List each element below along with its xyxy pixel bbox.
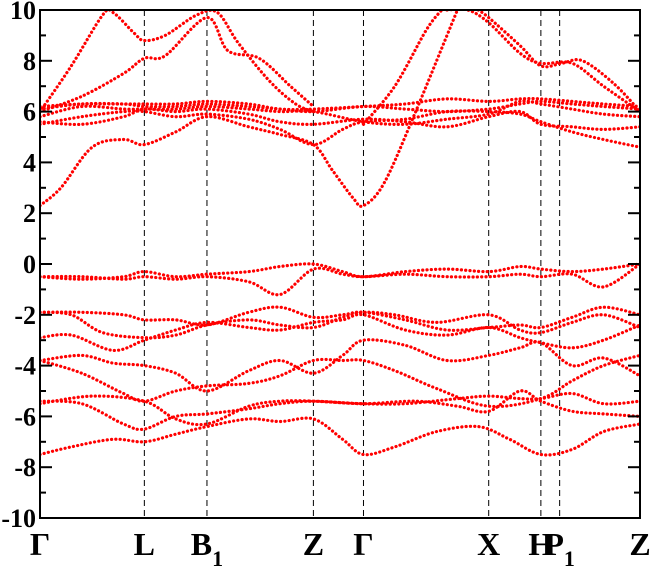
y-tick-label: -4 xyxy=(14,352,36,381)
y-tick-label: -6 xyxy=(14,402,36,431)
plot-frame xyxy=(39,9,641,519)
band-16 xyxy=(40,97,640,112)
band-18 xyxy=(40,16,315,114)
band-21 xyxy=(476,10,640,114)
band-5 xyxy=(40,338,640,393)
y-tick-label: 2 xyxy=(23,199,36,228)
y-tick-label: 4 xyxy=(23,148,36,177)
kpoint-label: B1 xyxy=(191,526,223,570)
kpoint-label: Γ xyxy=(353,526,373,562)
y-tick-label: -2 xyxy=(14,301,36,330)
band-20 xyxy=(445,10,640,114)
band-12 xyxy=(40,109,640,149)
band-14 xyxy=(40,99,640,126)
y-tick-label: -10 xyxy=(1,504,36,533)
y-tick-label: 0 xyxy=(23,250,36,279)
band-lines xyxy=(40,10,640,457)
band-8 xyxy=(40,305,640,332)
plot-border xyxy=(39,9,641,519)
y-tick-label: 8 xyxy=(23,47,36,76)
kpoint-subscript: 1 xyxy=(564,546,575,570)
kpoint-label: P1 xyxy=(544,526,575,570)
band-11 xyxy=(40,10,459,208)
x-axis: Γ L B1 Z Γ X HP1 Z xyxy=(30,526,651,570)
band-19 xyxy=(361,10,444,126)
band-17 xyxy=(40,10,315,114)
band-6 xyxy=(40,312,640,353)
band-1 xyxy=(40,416,640,457)
y-tick-label: -8 xyxy=(14,453,36,482)
high-symmetry-lines xyxy=(143,10,561,518)
band-4 xyxy=(40,353,640,409)
kpoint-label: H xyxy=(528,526,553,562)
y-tick-label: 6 xyxy=(23,98,36,127)
kpoint-label: L xyxy=(134,526,155,562)
band-10 xyxy=(40,262,640,297)
kpoint-label: X xyxy=(477,526,500,562)
kpoint-subscript: 1 xyxy=(212,546,223,570)
kpoint-label: Γ xyxy=(30,526,50,562)
band-9 xyxy=(40,262,640,281)
band-7 xyxy=(40,310,640,340)
kpoint-label: Z xyxy=(303,526,324,562)
y-axis: 10 8 6 4 2 0 -2 -4 -6 -8 -10 xyxy=(1,0,640,533)
y-tick-label: 10 xyxy=(10,0,36,25)
kpoint-label: Z xyxy=(629,526,650,562)
band-15 xyxy=(40,99,640,114)
